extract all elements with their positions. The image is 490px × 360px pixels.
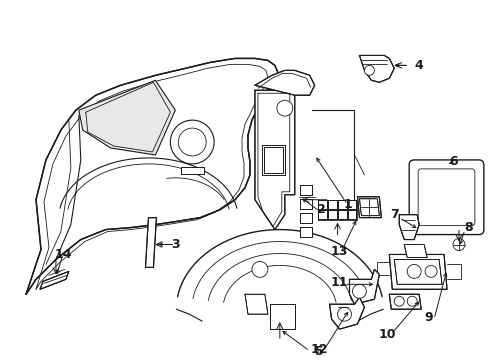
Polygon shape bbox=[300, 185, 312, 195]
Polygon shape bbox=[358, 197, 381, 218]
FancyBboxPatch shape bbox=[418, 169, 475, 226]
Text: 1: 1 bbox=[343, 198, 352, 211]
Circle shape bbox=[352, 284, 367, 298]
Polygon shape bbox=[146, 218, 156, 267]
Circle shape bbox=[365, 66, 374, 75]
Text: 9: 9 bbox=[425, 311, 434, 324]
Text: 2: 2 bbox=[317, 203, 326, 216]
Circle shape bbox=[277, 100, 293, 116]
Circle shape bbox=[425, 265, 437, 277]
Polygon shape bbox=[318, 200, 327, 209]
Polygon shape bbox=[300, 213, 312, 222]
Polygon shape bbox=[394, 260, 442, 284]
Polygon shape bbox=[349, 269, 379, 304]
Polygon shape bbox=[328, 210, 337, 219]
Polygon shape bbox=[338, 210, 346, 219]
Polygon shape bbox=[270, 304, 295, 329]
Polygon shape bbox=[399, 215, 419, 239]
Text: 4: 4 bbox=[415, 59, 423, 72]
Polygon shape bbox=[389, 294, 421, 309]
Polygon shape bbox=[300, 199, 312, 209]
Polygon shape bbox=[360, 199, 379, 216]
FancyBboxPatch shape bbox=[409, 160, 484, 235]
Polygon shape bbox=[389, 255, 447, 289]
Polygon shape bbox=[347, 200, 356, 209]
Polygon shape bbox=[404, 244, 427, 257]
Circle shape bbox=[407, 296, 417, 306]
Polygon shape bbox=[79, 80, 175, 155]
Text: 6: 6 bbox=[450, 156, 458, 168]
Circle shape bbox=[407, 265, 421, 278]
Text: 5: 5 bbox=[315, 345, 324, 357]
Text: 10: 10 bbox=[379, 328, 396, 341]
Text: 7: 7 bbox=[390, 208, 399, 221]
Text: 14: 14 bbox=[54, 248, 72, 261]
Polygon shape bbox=[338, 200, 346, 209]
Polygon shape bbox=[181, 167, 204, 174]
Text: 8: 8 bbox=[465, 221, 473, 234]
Polygon shape bbox=[245, 294, 268, 314]
Circle shape bbox=[178, 128, 206, 156]
Polygon shape bbox=[330, 297, 365, 329]
Polygon shape bbox=[328, 200, 337, 209]
Circle shape bbox=[252, 261, 268, 277]
Polygon shape bbox=[40, 271, 69, 289]
Text: 11: 11 bbox=[331, 276, 348, 289]
Polygon shape bbox=[318, 210, 327, 219]
Circle shape bbox=[453, 239, 465, 251]
Text: 12: 12 bbox=[311, 342, 328, 356]
Polygon shape bbox=[300, 226, 312, 237]
Polygon shape bbox=[255, 90, 295, 230]
Polygon shape bbox=[360, 55, 394, 82]
Circle shape bbox=[338, 307, 351, 321]
Polygon shape bbox=[264, 147, 283, 173]
Polygon shape bbox=[347, 210, 356, 219]
Polygon shape bbox=[255, 70, 315, 95]
Polygon shape bbox=[26, 58, 278, 294]
Circle shape bbox=[394, 296, 404, 306]
Polygon shape bbox=[262, 145, 285, 175]
Text: 3: 3 bbox=[171, 238, 180, 251]
Text: 13: 13 bbox=[331, 245, 348, 258]
Circle shape bbox=[171, 120, 214, 164]
